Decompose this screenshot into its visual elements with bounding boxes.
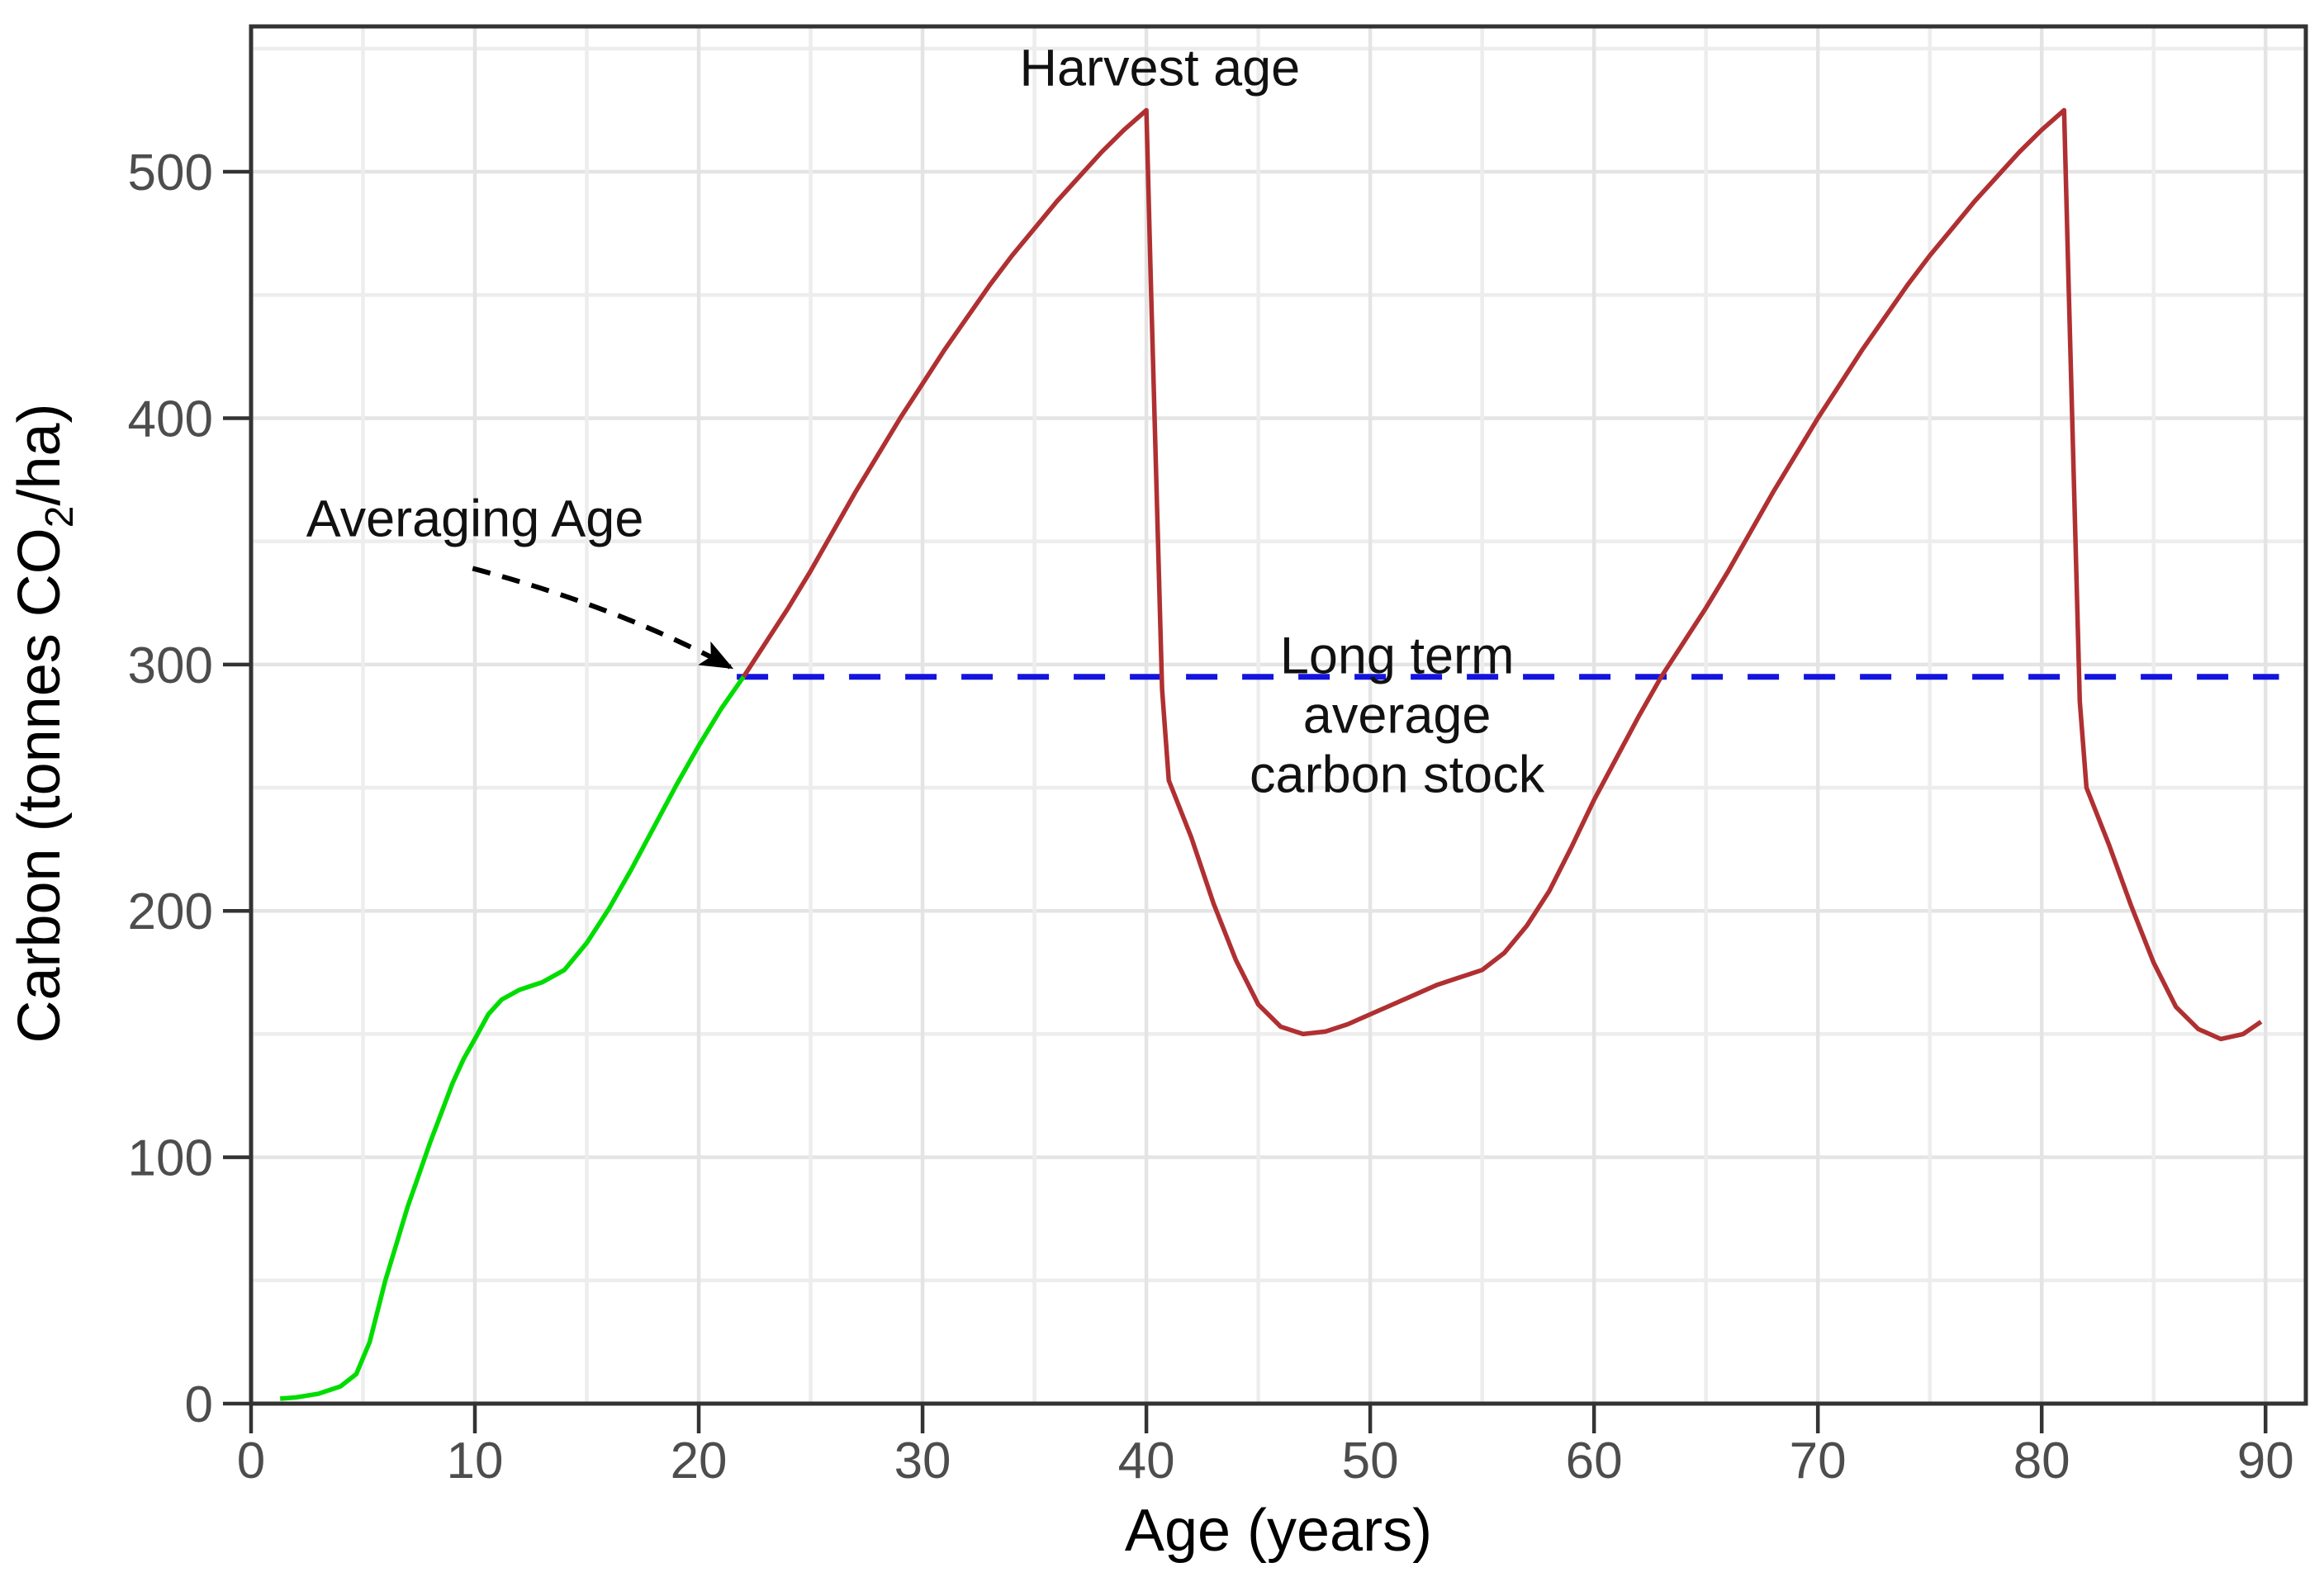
averaging-age-arrow [472,566,734,670]
annotations: Harvest age Averaging Age Long term average… [306,40,1545,804]
long-term-average-label-line: Long term [1280,627,1515,684]
y-tick-labels: 0 100 200 300 400 500 [128,144,213,1433]
data-series [279,107,2279,1401]
y-tick-label: 200 [128,883,213,940]
x-axis-title: Age (years) [1125,1498,1432,1564]
x-tick-labels: 0 10 20 30 40 50 60 70 80 90 [237,1433,2294,1489]
x-tick-label: 70 [1790,1433,1847,1489]
x-tick-label: 50 [1342,1433,1399,1489]
long-term-average-label: Long term average carbon stock [1250,627,1545,803]
x-tick-label: 30 [894,1433,951,1489]
panel-border [249,24,2308,1406]
x-tick-label: 90 [2237,1433,2294,1489]
x-tick-label: 80 [2013,1433,2070,1489]
harvest-age-label-line: Harvest age [1020,40,1301,97]
averaging-age-label-line: Averaging Age [306,490,644,548]
x-tick-label: 20 [671,1433,728,1489]
x-tick-label: 60 [1566,1433,1623,1489]
long-term-average-label-line: average [1303,686,1492,744]
y-tick-label: 500 [128,144,213,201]
gridlines [251,26,2306,1404]
y-tick-label: 100 [128,1130,213,1187]
long-term-average-label-line: carbon stock [1250,746,1545,803]
series-young-stand-growth-line [279,675,746,1401]
y-axis-title: Carbon (tonnes CO2/ha) [7,403,82,1043]
y-tick-label: 0 [185,1376,213,1433]
harvest-age-label: Harvest age [1020,40,1301,97]
y-tick-label: 400 [128,391,213,448]
averaging-age-label: Averaging Age [306,490,644,548]
x-tick-label: 40 [1118,1433,1175,1489]
axis-ticks [223,169,2268,1433]
x-tick-label: 0 [237,1433,265,1489]
x-tick-label: 10 [447,1433,504,1489]
y-tick-label: 300 [128,637,213,694]
series-harvest-rotation-cycles-line [741,107,2263,1042]
